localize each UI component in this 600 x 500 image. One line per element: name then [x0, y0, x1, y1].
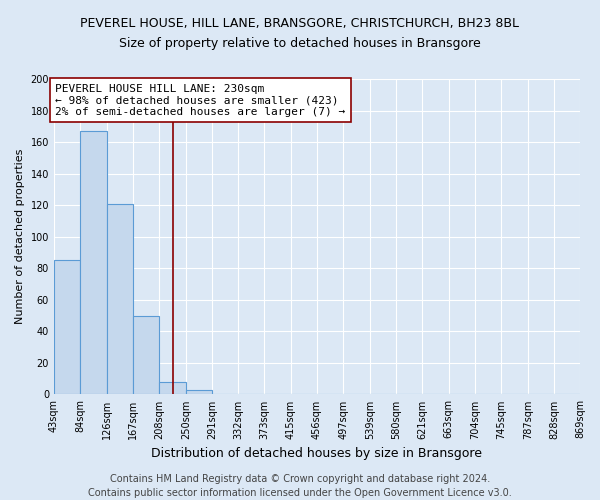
Bar: [186, 390, 212, 394]
Bar: [80, 131, 107, 394]
Y-axis label: Number of detached properties: Number of detached properties: [15, 149, 25, 324]
X-axis label: Distribution of detached houses by size in Bransgore: Distribution of detached houses by size …: [151, 447, 482, 460]
Bar: [159, 382, 186, 394]
Text: Size of property relative to detached houses in Bransgore: Size of property relative to detached ho…: [119, 38, 481, 51]
Text: PEVEREL HOUSE, HILL LANE, BRANSGORE, CHRISTCHURCH, BH23 8BL: PEVEREL HOUSE, HILL LANE, BRANSGORE, CHR…: [80, 18, 520, 30]
Bar: [54, 260, 80, 394]
Bar: [133, 316, 159, 394]
Bar: [107, 204, 133, 394]
Text: PEVEREL HOUSE HILL LANE: 230sqm
← 98% of detached houses are smaller (423)
2% of: PEVEREL HOUSE HILL LANE: 230sqm ← 98% of…: [55, 84, 346, 117]
Text: Contains HM Land Registry data © Crown copyright and database right 2024.
Contai: Contains HM Land Registry data © Crown c…: [88, 474, 512, 498]
